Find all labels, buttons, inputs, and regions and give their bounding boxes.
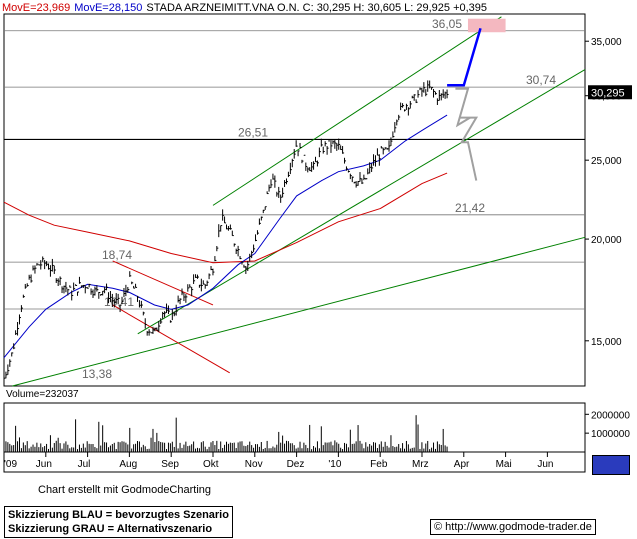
trend-line — [112, 260, 214, 306]
x-axis-frame — [3, 451, 586, 473]
volume-tick-label: 2000000 — [591, 410, 630, 421]
source-url[interactable]: © http://www.godmode-trader.de — [430, 519, 596, 535]
x-tick-label: Dez — [287, 459, 305, 470]
x-tick-label: Jun — [36, 459, 52, 470]
level-label: 36,05 — [432, 17, 462, 31]
ma-short-line — [3, 172, 448, 264]
x-tick-label: '09 — [4, 459, 17, 470]
x-tick-label: Feb — [370, 459, 388, 470]
last-price-box — [588, 85, 632, 100]
volume-tick-label: 1000000 — [591, 429, 630, 440]
trend-line — [12, 236, 586, 387]
level-label: 21,42 — [455, 201, 485, 215]
trend-line — [112, 304, 230, 374]
scenario-legend: Skizzierung BLAU = bevorzugtes Szenario … — [4, 506, 233, 538]
level-label: 18,74 — [102, 248, 132, 262]
last-price-label: 30,295 — [591, 87, 625, 99]
x-tick-label: Okt — [203, 459, 219, 470]
y-tick-label: 15,000 — [591, 337, 622, 348]
level-label: 30,74 — [526, 73, 556, 87]
level-label: 26,51 — [238, 125, 268, 139]
y-tick-label: 35,000 — [591, 37, 622, 48]
x-axis: '09 Jun Jul Aug Sep Okt Nov Dez '10 Feb Mrz Apr Mai J… — [3, 451, 586, 473]
volume-label: Volume=232037 — [6, 389, 79, 400]
x-tick-label: Apr — [454, 459, 470, 470]
trend-line — [212, 16, 502, 206]
scenario-grey — [459, 116, 479, 181]
x-tick-label: Mrz — [412, 459, 429, 470]
legend-blue: Skizzierung BLAU = bevorzugtes Szenario — [8, 509, 229, 521]
ma-long-label: MovE=28,150 — [74, 2, 143, 14]
level-label: 16,41 — [104, 295, 134, 309]
volume-panel: 1000000 2000000 — [3, 402, 630, 453]
x-tick-label: Sep — [161, 459, 179, 470]
chart-credit: Chart erstellt mit GodmodeCharting — [38, 484, 212, 496]
legend-grey: Skizzierung GRAU = Alternativszenario — [8, 523, 213, 535]
x-tick-label: Jun — [537, 459, 553, 470]
level-label: 13,38 — [82, 367, 112, 381]
y-tick-label: 20,000 — [591, 235, 622, 246]
chart-header: MovE=23,969 MovE=28,150 STADA ARZNEIMITT.V… — [2, 2, 491, 14]
x-tick-label: '10 — [328, 459, 341, 470]
y-tick-label: 25,000 — [591, 156, 622, 167]
x-tick-label: Aug — [119, 459, 137, 470]
quote-label: STADA ARZNEIMITT.VNA O.N. C: 30,295 H: 3… — [146, 2, 488, 14]
price-panel: 15,00020,00025,00030,00035,00036,0530,74… — [3, 13, 632, 387]
ma-short-label: MovE=23,969 — [2, 2, 71, 14]
trend-line — [137, 69, 586, 335]
x-tick-label: Mai — [496, 459, 512, 470]
ma-long-line — [3, 114, 448, 359]
price-frame — [3, 13, 586, 387]
x-tick-label: Nov — [245, 459, 263, 470]
scenario-blue — [447, 27, 482, 87]
x-tick-label: Jul — [78, 459, 91, 470]
scenario-grey — [455, 87, 471, 128]
target-zone — [467, 18, 506, 33]
godmode-logo — [592, 455, 630, 475]
